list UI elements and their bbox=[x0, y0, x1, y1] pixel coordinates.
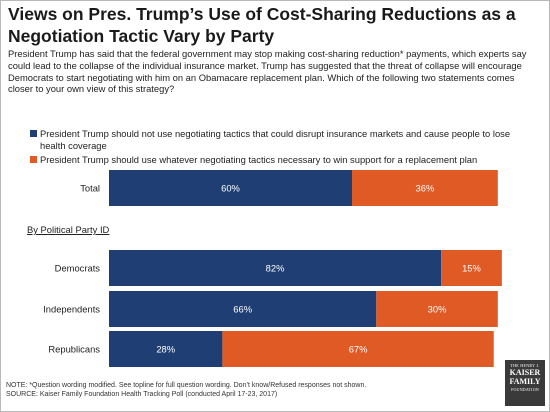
data-label-democrats-series-2: 15% bbox=[462, 263, 481, 274]
category-label-democrats: Democrats bbox=[55, 263, 101, 274]
data-label-independents-series-2: 30% bbox=[428, 304, 447, 315]
bar-republicans-series-2 bbox=[222, 331, 494, 367]
bar-democrats-series-1 bbox=[109, 250, 442, 286]
legend-swatch-not-use-tactics bbox=[30, 130, 37, 137]
category-label-independents: Independents bbox=[43, 304, 100, 315]
question-text: President Trump has said that the federa… bbox=[8, 48, 527, 95]
bar-republicans-series-1 bbox=[109, 331, 223, 367]
data-label-democrats-series-1: 82% bbox=[266, 263, 285, 274]
footer-source: SOURCE: Kaiser Family Foundation Health … bbox=[6, 391, 278, 399]
data-label-republicans-series-2: 67% bbox=[349, 344, 368, 355]
data-label-republicans-series-1: 28% bbox=[156, 344, 175, 355]
footer: NOTE: *Question wording modified. See to… bbox=[6, 381, 466, 400]
legend-label-use-tactics: President Trump should use whatever nego… bbox=[40, 153, 478, 165]
legend-item-not-use-tactics: President Trump should not use negotiati… bbox=[30, 128, 535, 152]
data-label-total-series-2: 36% bbox=[416, 183, 435, 194]
chart-title: Views on Pres. Trump’s Use of Cost-Shari… bbox=[8, 4, 516, 46]
legend-swatch-use-tactics bbox=[30, 155, 37, 163]
category-label-republicans: Republicans bbox=[48, 344, 100, 355]
legend-item-use-tactics: President Trump should use whatever nego… bbox=[30, 154, 535, 166]
legend-label-not-use-tactics: President Trump should not use negotiati… bbox=[40, 128, 511, 151]
bar-total-series-2 bbox=[352, 170, 498, 206]
bar-democrats-series-2 bbox=[441, 250, 502, 286]
legend: President Trump should not use negotiati… bbox=[30, 128, 535, 167]
bar-independents-series-1 bbox=[109, 291, 377, 327]
section-label-party: By Political Party ID bbox=[27, 224, 110, 235]
bar-independents-series-2 bbox=[376, 291, 498, 327]
bar-total-series-1 bbox=[109, 170, 352, 206]
footer-note: NOTE: *Question wording modified. See to… bbox=[6, 382, 367, 389]
kff-logo: THE HENRY J. KAISER FAMILY FOUNDATION bbox=[505, 360, 545, 406]
data-label-total-series-1: 60% bbox=[221, 183, 240, 194]
category-label-total: Total bbox=[80, 183, 100, 194]
data-label-independents-series-1: 66% bbox=[233, 304, 252, 315]
